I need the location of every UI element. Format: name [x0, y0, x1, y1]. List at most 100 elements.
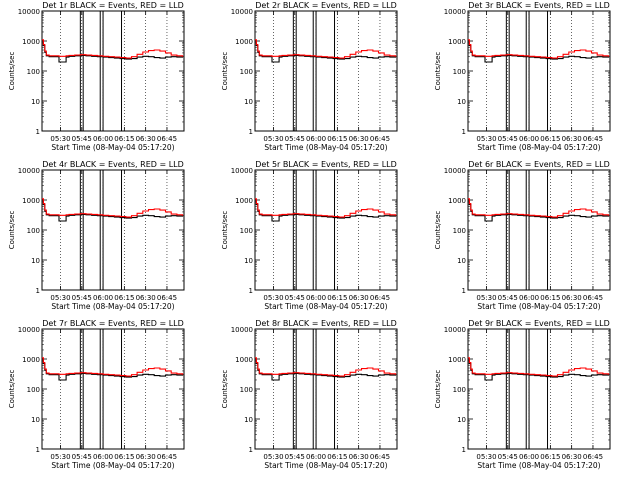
- y-tick-label: 1: [462, 446, 466, 454]
- y-tick-label: 10: [244, 98, 253, 106]
- x-tick-label: 06:15: [114, 453, 134, 461]
- y-tick-label: 10: [31, 416, 40, 424]
- y-tick-label: 1000: [235, 356, 253, 364]
- series-line-events: [468, 358, 610, 381]
- series-line-lld: [468, 198, 610, 218]
- x-tick-label: 05:30: [476, 135, 496, 143]
- x-tick-label: 06:30: [349, 453, 369, 461]
- detector-panel-2: Det 2r BLACK = Events, RED = LLD 1 10 100 10…: [221, 1, 398, 152]
- y-tick-label: 100: [27, 227, 40, 235]
- series-line-lld: [468, 39, 610, 59]
- series-line-lld: [255, 39, 397, 59]
- x-tick-label: 05:45: [285, 453, 305, 461]
- y-tick-label: 1000: [235, 197, 253, 205]
- y-tick-label: 100: [240, 386, 253, 394]
- x-axis-label: Start Time (08-May-04 05:17:20): [264, 461, 387, 470]
- series-line-events: [42, 199, 184, 222]
- detector-panel-9: Det 9r BLACK = Events, RED = LLD 1 10 100 10…: [434, 319, 611, 470]
- detector-panel-1: Det 1r BLACK = Events, RED = LLD 1 10 100 10…: [8, 1, 185, 152]
- plot-frame: [41, 328, 185, 450]
- panel-title: Det 3r BLACK = Events, RED = LLD: [468, 1, 610, 10]
- x-axis-label: Start Time (08-May-04 05:17:20): [477, 461, 600, 470]
- y-tick-label: 100: [453, 68, 466, 76]
- panel-title: Det 4r BLACK = Events, RED = LLD: [42, 160, 184, 169]
- detector-panel-5: Det 5r BLACK = Events, RED = LLD 1 10 100 10…: [221, 160, 398, 311]
- plot-frame: [41, 10, 185, 132]
- x-tick-label: 05:45: [285, 135, 305, 143]
- x-axis-label: Start Time (08-May-04 05:17:20): [264, 143, 387, 152]
- plot-frame: [41, 169, 185, 291]
- y-tick-label: 10: [31, 98, 40, 106]
- panel-title: Det 9r BLACK = Events, RED = LLD: [468, 319, 610, 328]
- x-axis-label: Start Time (08-May-04 05:17:20): [51, 461, 174, 470]
- plot-frame: [254, 169, 398, 291]
- x-tick-label: 06:00: [306, 294, 326, 302]
- y-tick-label: 1000: [448, 356, 466, 364]
- series-line-lld: [468, 357, 610, 377]
- panel-title: Det 8r BLACK = Events, RED = LLD: [255, 319, 397, 328]
- x-tick-label: 06:30: [562, 294, 582, 302]
- x-tick-label: 06:00: [519, 453, 539, 461]
- y-tick-label: 1: [462, 287, 466, 295]
- y-axis-label: Counts/sec: [221, 211, 229, 250]
- y-tick-label: 10: [457, 416, 466, 424]
- x-tick-label: 05:45: [498, 294, 518, 302]
- x-tick-label: 05:30: [50, 294, 70, 302]
- y-tick-label: 10000: [444, 326, 466, 334]
- y-tick-label: 1: [249, 287, 253, 295]
- x-tick-label: 05:30: [476, 294, 496, 302]
- detector-panel-8: Det 8r BLACK = Events, RED = LLD 1 10 100 10…: [221, 319, 398, 470]
- y-tick-label: 1000: [22, 38, 40, 46]
- x-tick-label: 06:00: [93, 294, 113, 302]
- detector-panel-7: Det 7r BLACK = Events, RED = LLD 1 10 100 10…: [8, 319, 185, 470]
- x-tick-label: 05:30: [50, 453, 70, 461]
- x-tick-label: 06:15: [540, 135, 560, 143]
- x-axis-label: Start Time (08-May-04 05:17:20): [477, 302, 600, 311]
- series-line-events: [468, 40, 610, 63]
- y-tick-label: 10000: [231, 167, 253, 175]
- y-tick-label: 100: [240, 227, 253, 235]
- y-tick-label: 10000: [231, 8, 253, 16]
- x-tick-label: 06:30: [136, 135, 156, 143]
- x-axis-label: Start Time (08-May-04 05:17:20): [51, 302, 174, 311]
- x-tick-label: 06:15: [114, 135, 134, 143]
- x-tick-label: 06:30: [562, 135, 582, 143]
- x-tick-label: 06:45: [583, 135, 603, 143]
- y-axis-label: Counts/sec: [434, 211, 442, 250]
- y-tick-label: 100: [240, 68, 253, 76]
- x-tick-label: 05:45: [285, 294, 305, 302]
- series-line-lld: [42, 357, 184, 377]
- x-tick-label: 05:30: [263, 453, 283, 461]
- x-tick-label: 05:45: [498, 453, 518, 461]
- y-axis-label: Counts/sec: [434, 370, 442, 409]
- detector-panel-4: Det 4r BLACK = Events, RED = LLD 1 10 100 10…: [8, 160, 185, 311]
- y-tick-label: 100: [27, 386, 40, 394]
- x-tick-label: 06:15: [327, 453, 347, 461]
- series-line-events: [255, 40, 397, 63]
- x-tick-label: 06:00: [93, 453, 113, 461]
- x-tick-label: 05:45: [72, 294, 92, 302]
- x-tick-label: 06:15: [327, 294, 347, 302]
- x-tick-label: 06:00: [306, 453, 326, 461]
- panel-title: Det 5r BLACK = Events, RED = LLD: [255, 160, 397, 169]
- x-tick-label: 06:45: [370, 135, 390, 143]
- panel-title: Det 7r BLACK = Events, RED = LLD: [42, 319, 184, 328]
- panel-title: Det 1r BLACK = Events, RED = LLD: [42, 1, 184, 10]
- x-tick-label: 05:30: [50, 135, 70, 143]
- y-tick-label: 100: [453, 227, 466, 235]
- y-tick-label: 1: [249, 128, 253, 136]
- x-tick-label: 06:30: [349, 135, 369, 143]
- panel-title: Det 6r BLACK = Events, RED = LLD: [468, 160, 610, 169]
- x-tick-label: 05:30: [263, 294, 283, 302]
- y-tick-label: 10: [457, 98, 466, 106]
- x-tick-label: 05:30: [476, 453, 496, 461]
- y-tick-label: 1000: [235, 38, 253, 46]
- y-tick-label: 10000: [444, 8, 466, 16]
- x-tick-label: 06:45: [370, 453, 390, 461]
- y-tick-label: 1000: [22, 197, 40, 205]
- x-tick-label: 06:00: [519, 135, 539, 143]
- x-tick-label: 06:45: [370, 294, 390, 302]
- y-tick-label: 1000: [448, 197, 466, 205]
- x-tick-label: 06:30: [136, 294, 156, 302]
